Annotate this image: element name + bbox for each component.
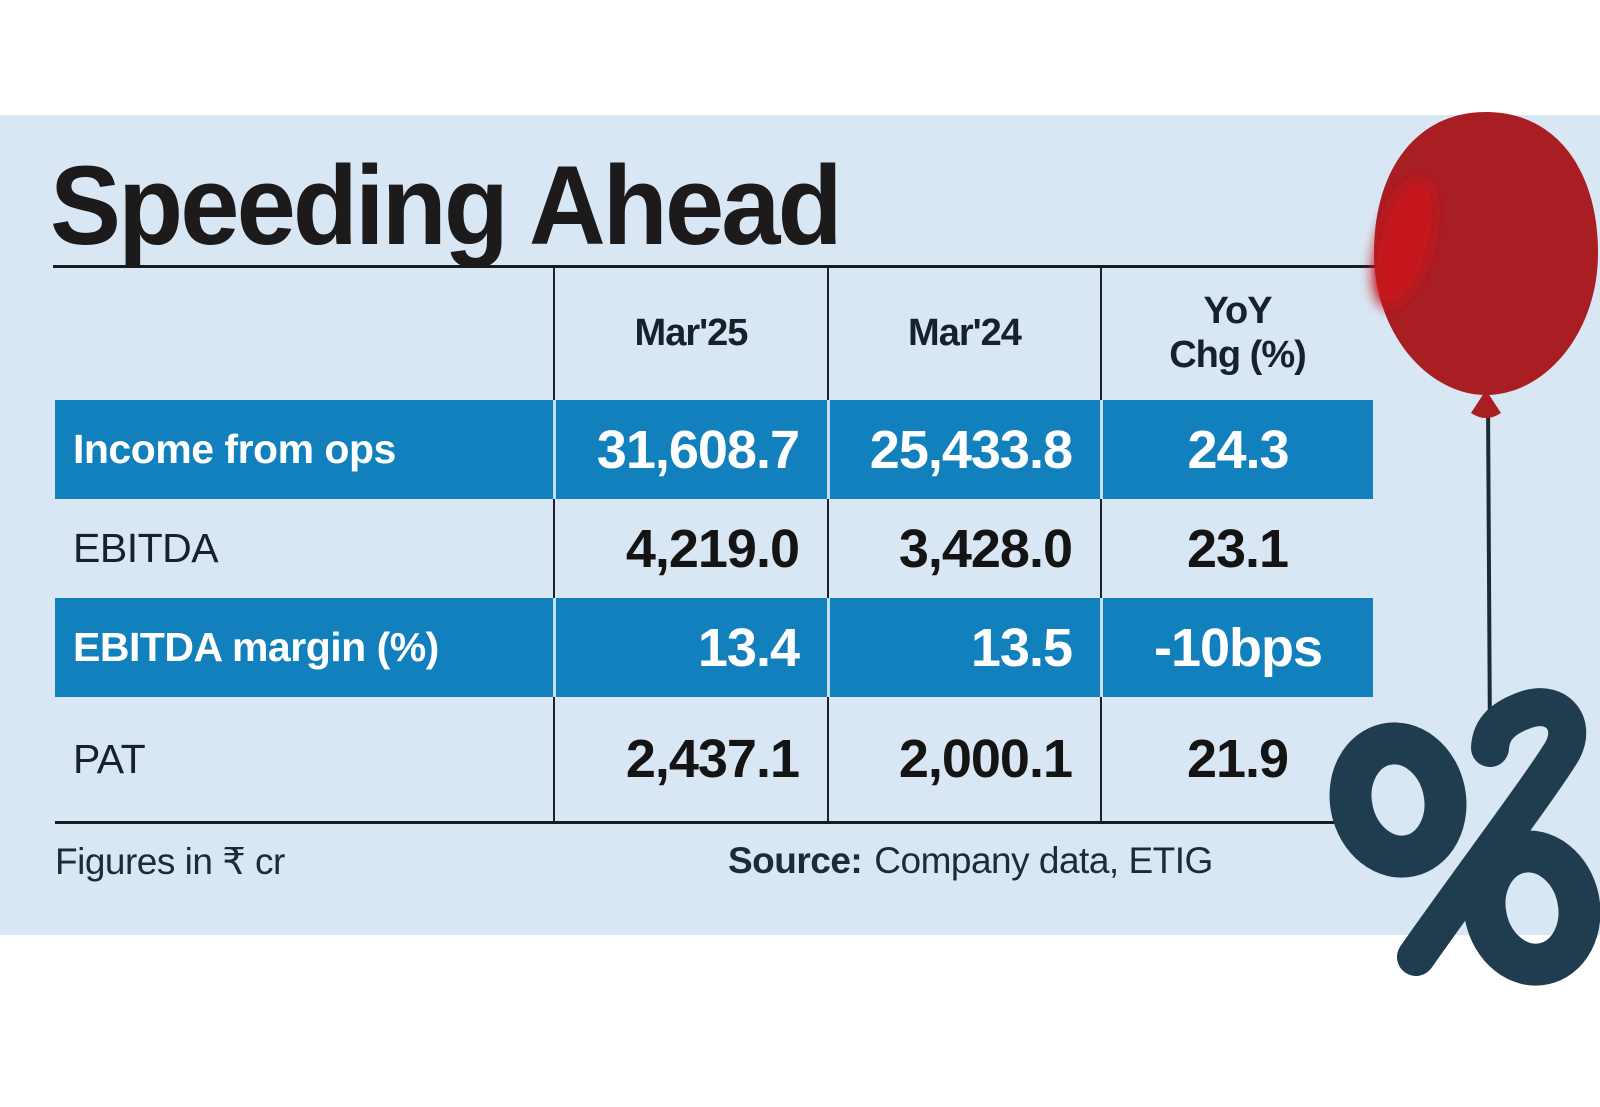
row-label: Income from ops <box>55 400 553 499</box>
source-value: Company data, ETIG <box>874 840 1213 881</box>
title-underline <box>53 265 1457 268</box>
cell-yoy-value: 21.9 <box>1100 697 1373 821</box>
cell-mar25-value: 4,219.0 <box>553 499 827 598</box>
cell-mar24-value: 13.5 <box>827 598 1100 697</box>
cell-mar25-value: 13.4 <box>553 598 827 697</box>
source-credit: Source: Company data, ETIG <box>728 840 1213 882</box>
row-label: EBITDA margin (%) <box>55 598 553 697</box>
source-label: Source: <box>728 840 863 881</box>
page-title: Speeding Ahead <box>50 143 843 268</box>
header-blank-cell <box>55 268 553 400</box>
header-yoy-chg: YoY Chg (%) <box>1100 268 1373 400</box>
header-yoy-text: YoY Chg (%) <box>1169 290 1307 376</box>
cell-yoy-value: 23.1 <box>1100 499 1373 598</box>
row-label: EBITDA <box>73 525 219 571</box>
header-mar24: Mar'24 <box>827 268 1100 400</box>
cell-mar25-value: 2,437.1 <box>553 697 827 821</box>
cell-yoy-value: -10bps <box>1100 598 1373 697</box>
cell-mar24-value: 25,433.8 <box>827 400 1100 499</box>
header-mar25: Mar'25 <box>553 268 827 400</box>
cell-mar24-value: 3,428.0 <box>827 499 1100 598</box>
units-footnote: Figures in ₹ cr <box>55 841 285 882</box>
financial-table: Mar'25 Mar'24 YoY Chg (%) Income from ops… <box>55 268 1373 824</box>
row-label: PAT <box>73 735 146 782</box>
cell-yoy-value: 24.3 <box>1100 400 1373 499</box>
cell-mar24-value: 2,000.1 <box>827 697 1100 821</box>
cell-mar25-value: 31,608.7 <box>553 400 827 499</box>
